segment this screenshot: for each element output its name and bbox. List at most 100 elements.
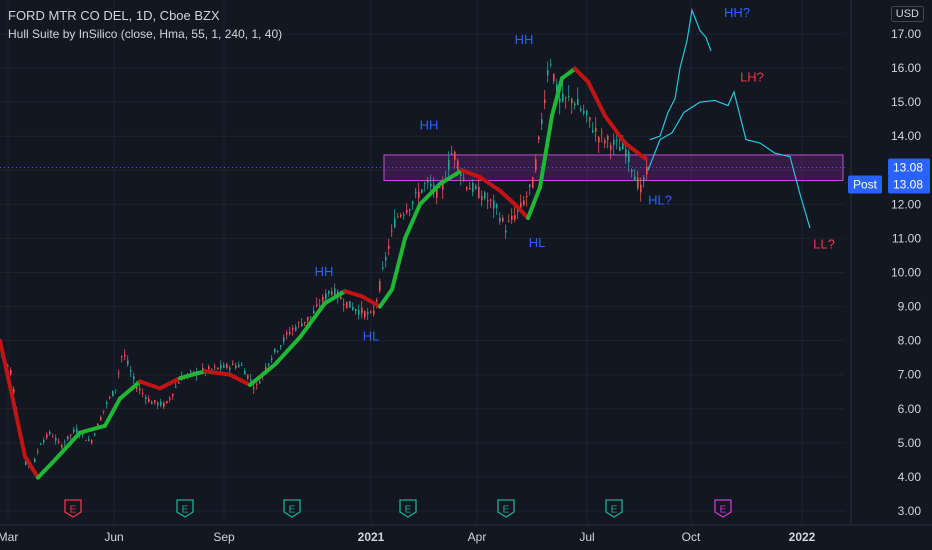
hull-segment <box>138 379 162 391</box>
candle-body <box>367 312 369 315</box>
hull-segment <box>478 175 502 193</box>
earnings-label: E <box>182 505 189 516</box>
candle-body <box>163 402 165 407</box>
y-tick-label: 8.00 <box>898 334 922 348</box>
candle-body <box>250 379 252 381</box>
indicator-legend[interactable]: Hull Suite by InSilico (close, Hma, 55, … <box>8 27 283 41</box>
candle-body <box>475 185 477 189</box>
candle-body <box>226 364 228 369</box>
candle-body <box>64 442 66 444</box>
candle-body <box>334 288 336 298</box>
hull-segment <box>550 76 564 118</box>
candle-body <box>115 389 117 391</box>
hull-segment <box>360 294 382 309</box>
candle-body <box>37 451 39 453</box>
earnings-label: E <box>503 505 510 516</box>
candle-body <box>625 148 627 157</box>
candle-body <box>499 217 501 222</box>
candle-body <box>547 70 549 76</box>
hull-segment <box>0 338 14 398</box>
candle-body <box>463 177 465 179</box>
candle-body <box>229 367 231 370</box>
candle-body <box>7 365 9 367</box>
candle-body <box>256 383 258 385</box>
pivot-label: LH? <box>740 70 764 85</box>
candle-body <box>352 306 354 311</box>
candle-body <box>460 173 462 176</box>
candle-body <box>637 177 639 189</box>
post-tag <box>848 175 882 194</box>
candle-body <box>277 350 279 352</box>
candle-body <box>160 401 162 406</box>
grid-layer <box>0 0 845 525</box>
x-axis[interactable]: Mar Jun Sep 2021 Apr Jul Oct 2022 <box>0 524 932 544</box>
candle-body <box>52 436 54 438</box>
candle-body <box>478 186 480 199</box>
y-tick-label: 11.00 <box>892 231 921 245</box>
hull-segment <box>53 430 82 462</box>
candle-body <box>517 209 519 212</box>
candle-body <box>508 220 510 222</box>
candle-body <box>238 364 240 367</box>
candle-body <box>265 367 267 371</box>
candle-body <box>376 300 378 302</box>
candle-body <box>151 402 153 405</box>
y-tick-label: 7.00 <box>898 368 922 382</box>
y-axis[interactable]: 3.00 4.00 5.00 6.00 7.00 8.00 9.00 10.00 11.00 12… <box>850 0 922 525</box>
candle-body <box>613 139 615 145</box>
candle-body <box>391 230 393 232</box>
earnings-icon <box>399 499 417 518</box>
candle-body <box>148 398 150 402</box>
candle-body <box>406 209 408 213</box>
pivot-label: HH <box>315 264 334 279</box>
x-tick-label: Jul <box>579 530 594 544</box>
candle-body <box>295 327 297 331</box>
last-price-tag <box>888 158 930 177</box>
y-tick-label: 6.00 <box>898 402 922 416</box>
candle-body <box>616 140 618 142</box>
hull-segment <box>460 168 482 180</box>
candle-body <box>427 180 429 183</box>
hull-segment <box>178 369 207 381</box>
candle-body <box>514 215 516 220</box>
candle-body <box>43 440 45 443</box>
candle-body <box>622 142 624 150</box>
hull-segment <box>103 396 122 428</box>
hull-segment <box>343 289 364 299</box>
hull-segment <box>573 66 590 84</box>
currency-button[interactable]: USD <box>890 6 924 22</box>
x-tick-label: Jun <box>104 530 123 544</box>
candle-body <box>289 332 291 334</box>
earnings-icon <box>283 499 301 518</box>
candle-body <box>130 370 132 372</box>
projection-line <box>649 7 712 141</box>
candle-body <box>379 281 381 291</box>
last-price-value: 13.08 <box>893 161 923 175</box>
candle-body <box>145 397 147 400</box>
y-tick-label: 4.00 <box>898 470 922 484</box>
candle-body <box>586 110 588 116</box>
candle-body <box>583 110 585 114</box>
candle-body <box>325 293 327 300</box>
x-tick-label: Apr <box>468 530 487 544</box>
candle-body <box>361 307 363 314</box>
candle-body <box>46 434 48 438</box>
candle-body <box>271 358 273 360</box>
candle-body <box>139 388 141 391</box>
earnings-label: E <box>611 505 618 516</box>
candle-body <box>97 423 99 428</box>
candle-body <box>544 99 546 104</box>
y-tick-label: 14.00 <box>891 129 921 143</box>
hull-segment <box>378 287 394 309</box>
candle-body <box>208 366 210 370</box>
hull-segment <box>323 289 347 306</box>
candle-body <box>526 195 528 197</box>
pivot-label: HL <box>529 235 546 250</box>
candle-body <box>223 364 225 368</box>
projection-layer <box>647 7 811 229</box>
pivot-label: HH? <box>724 5 750 20</box>
candle-body <box>409 209 411 211</box>
candle-body <box>388 245 390 249</box>
candle-body <box>607 135 609 140</box>
